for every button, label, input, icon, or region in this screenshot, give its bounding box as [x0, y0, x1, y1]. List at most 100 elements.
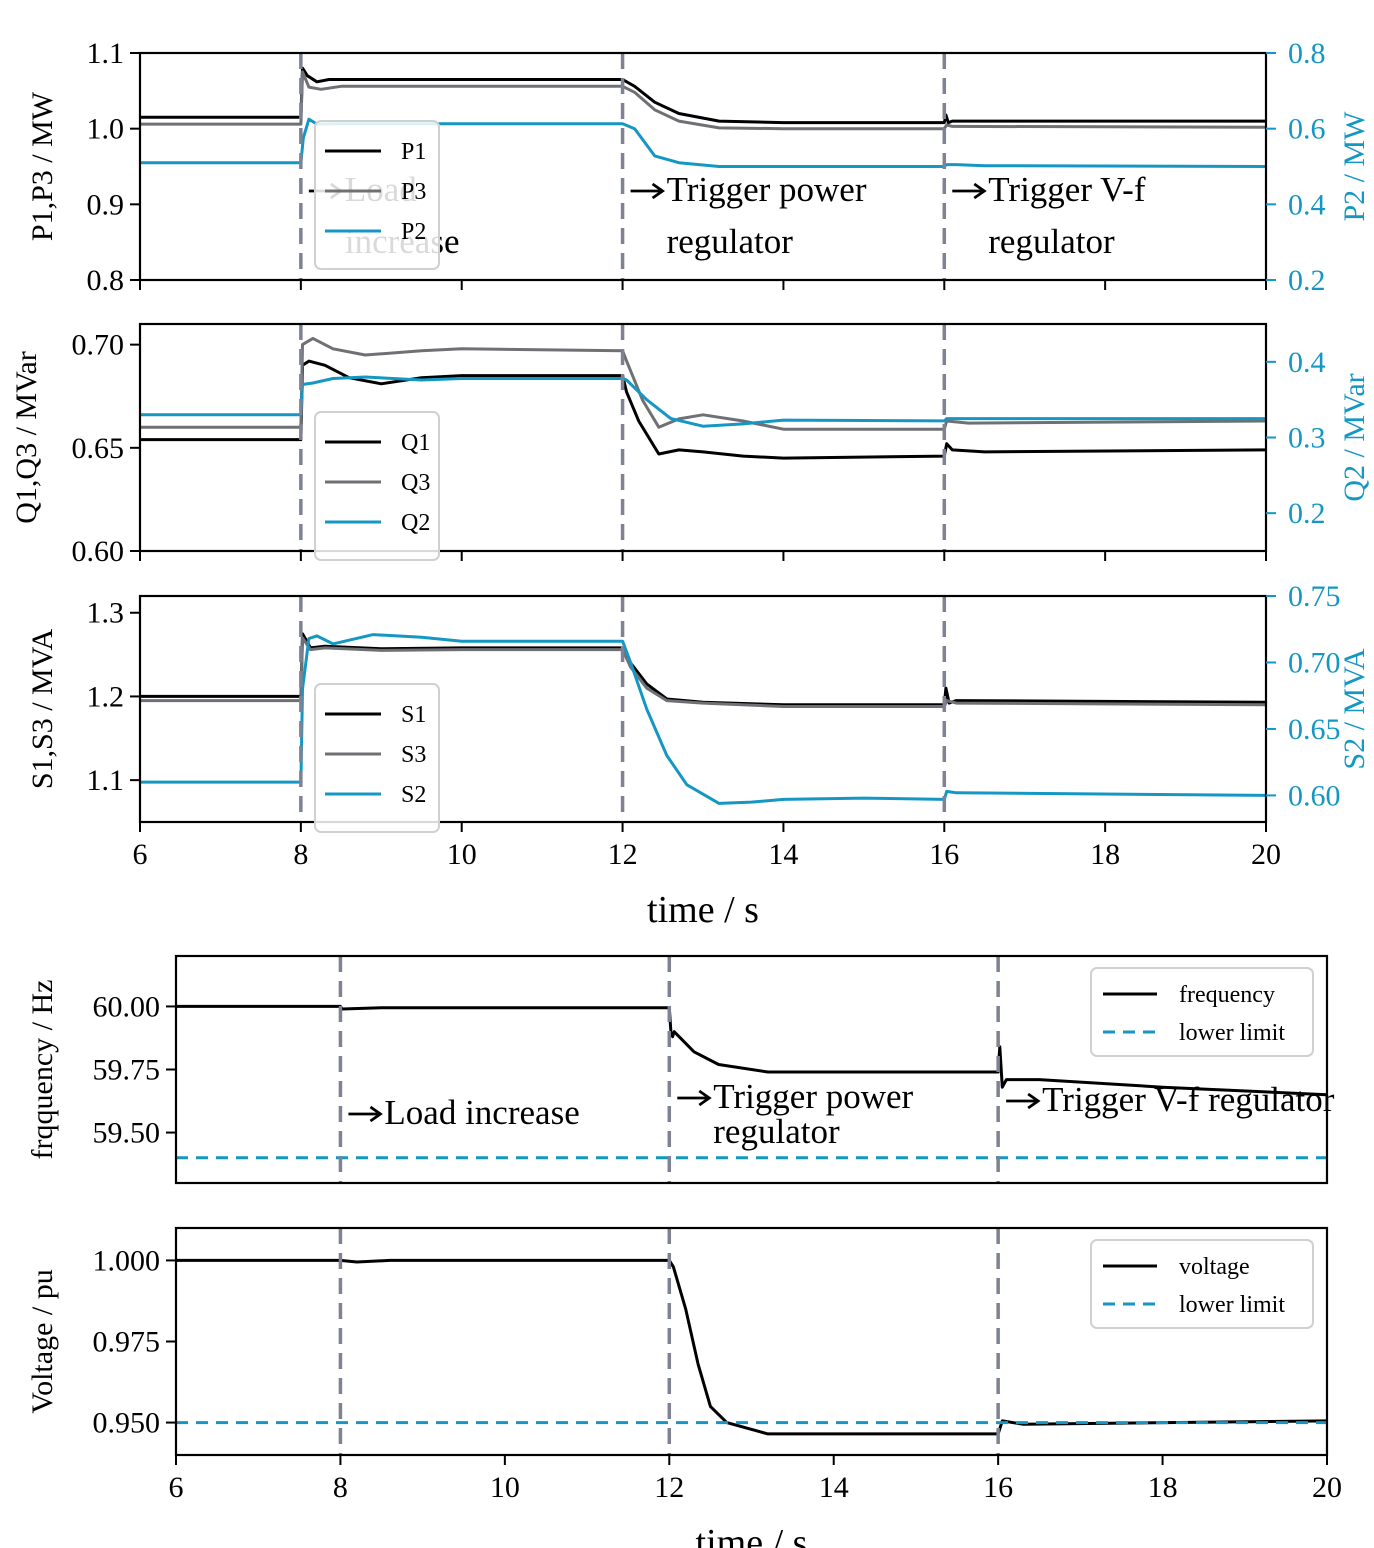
y-right-axis-label: Q2 / MVar: [1338, 373, 1371, 501]
series-q3-line: [140, 336, 1266, 431]
legend-label: voltage: [1179, 1254, 1250, 1280]
legend-label: Q3: [401, 470, 430, 496]
annotation-text: regulator: [713, 1112, 840, 1151]
annotation-t8: Load increase: [348, 1093, 580, 1132]
panel-v: 6 8 10 12 14 16 18 20 time / s 0.950 0.975 1.000 Vol…: [26, 1226, 1342, 1548]
legend: frequency lower limit: [1090, 967, 1314, 1057]
legend-label: S1: [401, 702, 426, 728]
y-tick-label: 59.75: [93, 1054, 161, 1087]
y-axis-label: Voltage / pu: [26, 1269, 59, 1413]
annotation-text: Trigger V-f: [988, 170, 1146, 209]
y-axis-label: P1,P3 / MW: [26, 91, 59, 241]
series-voltage-line: [176, 1258, 1327, 1436]
panel-q: 0.60 0.65 0.70 Q1,Q3 / MVar 0.2 0.3 0.4 Q2 / MV…: [10, 322, 1371, 568]
y-tick-label: 0.9: [87, 188, 125, 221]
arrow-head-icon: [973, 182, 987, 200]
x-tick-label: 18: [1148, 1471, 1178, 1504]
legend-label: S3: [401, 742, 426, 768]
panel-s: 6 8 10 12 14 16 18 20 time / s 1.1 1.2 1.3 S1,S3 / M…: [26, 580, 1371, 931]
y-right-tick-label: 0.70: [1288, 646, 1341, 679]
legend-label: P1: [401, 139, 426, 165]
annotation-text: Trigger V-f regulator: [1042, 1080, 1335, 1119]
y-right-tick-label: 0.75: [1288, 580, 1341, 613]
x-tick-label: 6: [133, 838, 148, 871]
y-right-tick-label: 0.4: [1288, 346, 1326, 379]
legend-label: lower limit: [1179, 1292, 1285, 1318]
y-tick-label: 0.8: [87, 264, 125, 297]
x-tick-label: 8: [333, 1471, 348, 1504]
annotation-t16: Trigger V-f regulator: [952, 170, 1146, 261]
y-right-tick-label: 0.6: [1288, 113, 1326, 146]
legend-label: lower limit: [1179, 1020, 1285, 1046]
annotation-text: Trigger power: [667, 170, 867, 209]
legend: S1 S3 S2: [314, 683, 440, 833]
series-p1-line: [140, 66, 1266, 125]
y-tick-label: 1.2: [87, 680, 125, 713]
y-tick-label: 1.1: [87, 37, 125, 70]
legend-label: Q2: [401, 510, 430, 536]
x-tick-label: 10: [447, 838, 477, 871]
panel-f: 59.50 59.75 60.00 frqquency / Hz Load increa…: [26, 954, 1335, 1185]
y-right-axis-label: P2 / MW: [1338, 111, 1371, 222]
plot-frame: [138, 594, 1268, 824]
series-q2-line: [140, 375, 1266, 428]
x-tick-label: 20: [1312, 1471, 1342, 1504]
y-tick-label: 60.00: [93, 990, 161, 1023]
series-p3-line: [140, 70, 1266, 131]
x-tick-label: 16: [929, 838, 959, 871]
legend-label: Q1: [401, 430, 430, 456]
annotation-t12: Trigger power regulator: [630, 170, 867, 261]
x-tick-label: 10: [490, 1471, 520, 1504]
annotation-text: regulator: [667, 222, 794, 261]
x-tick-label: 14: [768, 838, 798, 871]
plot-frame: [138, 51, 1268, 282]
y-right-tick-label: 0.2: [1288, 264, 1326, 297]
x-tick-label: 14: [819, 1471, 849, 1504]
annotation-text: Load increase: [384, 1093, 579, 1132]
legend: P1 P3 P2: [314, 120, 440, 270]
series-s2-line: [140, 633, 1266, 805]
arrow-head-icon: [651, 182, 666, 200]
x-tick-label: 16: [983, 1471, 1013, 1504]
annotation-text: Trigger power: [713, 1077, 913, 1116]
y-tick-label: 0.975: [93, 1326, 161, 1359]
legend: voltage lower limit: [1090, 1239, 1314, 1329]
y-tick-label: 59.50: [93, 1117, 161, 1150]
legend: Q1 Q3 Q2: [314, 411, 440, 561]
y-right-tick-label: 0.65: [1288, 713, 1341, 746]
y-right-axis-label: S2 / MVA: [1338, 648, 1371, 769]
legend-label: P3: [401, 179, 426, 205]
y-right-tick-label: 0.2: [1288, 497, 1326, 530]
y-tick-label: 1.1: [87, 764, 125, 797]
panel-p: 0.8 0.9 1.0 1.1 P1,P3 / MW 0.2 0.4 0.6 0.8 P2 / M…: [26, 37, 1371, 297]
x-tick-label: 6: [169, 1471, 184, 1504]
y-tick-label: 0.60: [72, 535, 125, 568]
legend-label: P2: [401, 219, 426, 245]
y-tick-label: 0.950: [93, 1407, 161, 1440]
annotation-t16: Trigger V-f regulator: [1006, 1080, 1335, 1119]
series-frequency-line: [176, 1004, 1327, 1097]
arrow-head-icon: [698, 1089, 712, 1107]
x-tick-label: 12: [608, 838, 638, 871]
legend-label: S2: [401, 782, 426, 808]
arrow-head-icon: [1027, 1092, 1041, 1110]
y-tick-label: 1.0: [87, 113, 125, 146]
x-tick-label: 20: [1251, 838, 1281, 871]
x-axis-label: time / s: [647, 889, 759, 931]
y-tick-label: 0.70: [72, 329, 125, 362]
y-axis-label: Q1,Q3 / MVar: [10, 351, 43, 524]
series-p2-line: [140, 117, 1266, 168]
legend-label: frequency: [1179, 982, 1275, 1008]
y-right-tick-label: 0.8: [1288, 37, 1326, 70]
y-axis-label: frqquency / Hz: [26, 980, 59, 1160]
plot-frame: [138, 322, 1268, 553]
series-q1-line: [140, 359, 1266, 460]
y-tick-label: 0.65: [72, 432, 125, 465]
y-tick-label: 1.000: [93, 1244, 161, 1277]
x-tick-label: 12: [654, 1471, 684, 1504]
y-right-tick-label: 0.3: [1288, 422, 1326, 455]
y-right-tick-label: 0.60: [1288, 779, 1341, 812]
y-right-tick-label: 0.4: [1288, 188, 1326, 221]
